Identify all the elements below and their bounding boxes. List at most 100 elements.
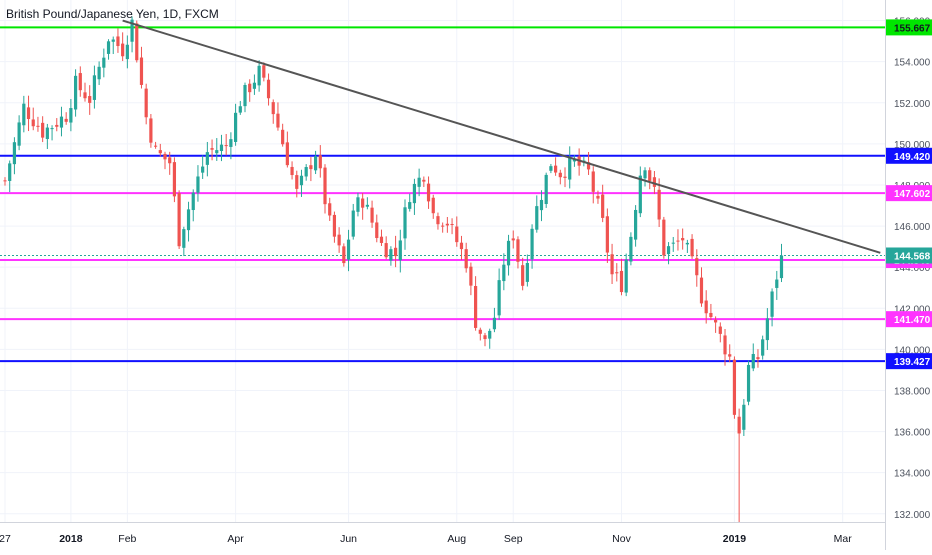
level-price-label: 141.470 — [894, 315, 931, 326]
candle-down — [332, 214, 337, 237]
candle-up — [186, 209, 191, 231]
candle-up — [219, 144, 224, 151]
candle-down — [737, 416, 741, 434]
candle-down — [436, 216, 440, 225]
candle-down — [172, 162, 177, 197]
candle-up — [130, 19, 134, 42]
candle-up — [775, 279, 779, 288]
candles — [3, 16, 784, 522]
candle-up — [638, 175, 642, 214]
candle-down — [431, 197, 435, 214]
x-tick-label: Sep — [504, 533, 523, 545]
candle-up — [779, 255, 784, 279]
candle-up — [346, 239, 351, 260]
candle-down — [31, 119, 35, 127]
level-price-label: 147.602 — [894, 189, 931, 200]
candle-up — [59, 116, 64, 128]
y-tick-label: 142.000 — [894, 304, 931, 315]
candle-down — [328, 203, 332, 216]
candle-down — [464, 249, 468, 269]
candle-down — [290, 166, 294, 176]
candle-down — [469, 266, 473, 286]
candle-down — [271, 102, 275, 115]
trendline — [122, 19, 881, 254]
candle-down — [681, 238, 685, 241]
candle-down — [699, 277, 704, 304]
candle-up — [671, 242, 675, 244]
candle-down — [426, 183, 431, 202]
candle-down — [276, 113, 280, 128]
candle-down — [601, 194, 605, 218]
candle-down — [619, 270, 624, 293]
candle-up — [92, 75, 97, 100]
last-price-label: 144.568 — [894, 251, 931, 262]
candle-down — [153, 145, 158, 147]
candle-up — [191, 192, 195, 211]
candle-down — [337, 234, 341, 246]
candle-down — [177, 193, 181, 247]
x-tick-label: 27 — [0, 533, 11, 545]
candle-up — [488, 330, 492, 339]
candle-down — [704, 300, 708, 314]
candle-down — [3, 180, 7, 182]
candle-down — [78, 73, 82, 91]
candle-up — [629, 236, 633, 262]
symbol-title: British Pound/Japanese Yen, 1D, FXCM — [6, 7, 219, 21]
candle-up — [568, 157, 572, 180]
candle-up — [549, 166, 553, 171]
level-price-label: 149.420 — [894, 152, 931, 163]
candle-down — [615, 272, 619, 274]
candle-down — [64, 118, 68, 122]
candle-down — [455, 226, 459, 243]
candle-up — [196, 176, 200, 193]
candle-up — [685, 242, 689, 245]
candle-up — [539, 199, 544, 211]
candle-down — [459, 242, 464, 250]
candle-down — [295, 175, 299, 189]
horizontal-levels — [0, 26, 885, 363]
candle-up — [201, 166, 205, 173]
y-tick-label: 136.000 — [894, 428, 931, 439]
candle-up — [73, 75, 78, 110]
candle-down — [379, 236, 384, 243]
candle-down — [610, 254, 614, 275]
candle-down — [563, 176, 567, 178]
candle-down — [121, 43, 125, 57]
candle-up — [365, 204, 369, 207]
candle-up — [304, 167, 308, 177]
candle-down — [756, 357, 760, 360]
level-price-label: 139.427 — [894, 357, 931, 368]
candle-up — [765, 318, 769, 341]
candle-up — [215, 150, 219, 154]
y-tick-label: 134.000 — [894, 469, 931, 480]
last-price-tag — [886, 247, 932, 264]
candle-up — [666, 246, 671, 255]
candle-down — [483, 335, 487, 340]
candle-down — [554, 165, 558, 173]
level-price-tag — [886, 311, 932, 328]
level-price-tag — [886, 353, 932, 370]
candle-up — [12, 142, 17, 165]
candle-down — [285, 142, 289, 166]
candle-down — [521, 265, 525, 286]
trendline-layer — [122, 19, 881, 254]
candle-down — [648, 170, 652, 181]
y-tick-label: 144.000 — [894, 263, 931, 274]
candle-up — [492, 317, 497, 330]
candle-down — [723, 335, 727, 355]
candle-down — [709, 312, 713, 318]
x-tick-label: Nov — [612, 533, 631, 545]
candle-down — [450, 224, 454, 226]
candle-up — [624, 259, 628, 293]
level-price-tag — [886, 147, 932, 164]
candle-up — [403, 207, 407, 239]
candle-down — [224, 145, 228, 147]
candle-up — [408, 202, 412, 209]
candle-down — [248, 83, 252, 93]
candle-up — [50, 128, 54, 130]
candle-up — [106, 41, 111, 54]
candle-down — [163, 153, 167, 160]
